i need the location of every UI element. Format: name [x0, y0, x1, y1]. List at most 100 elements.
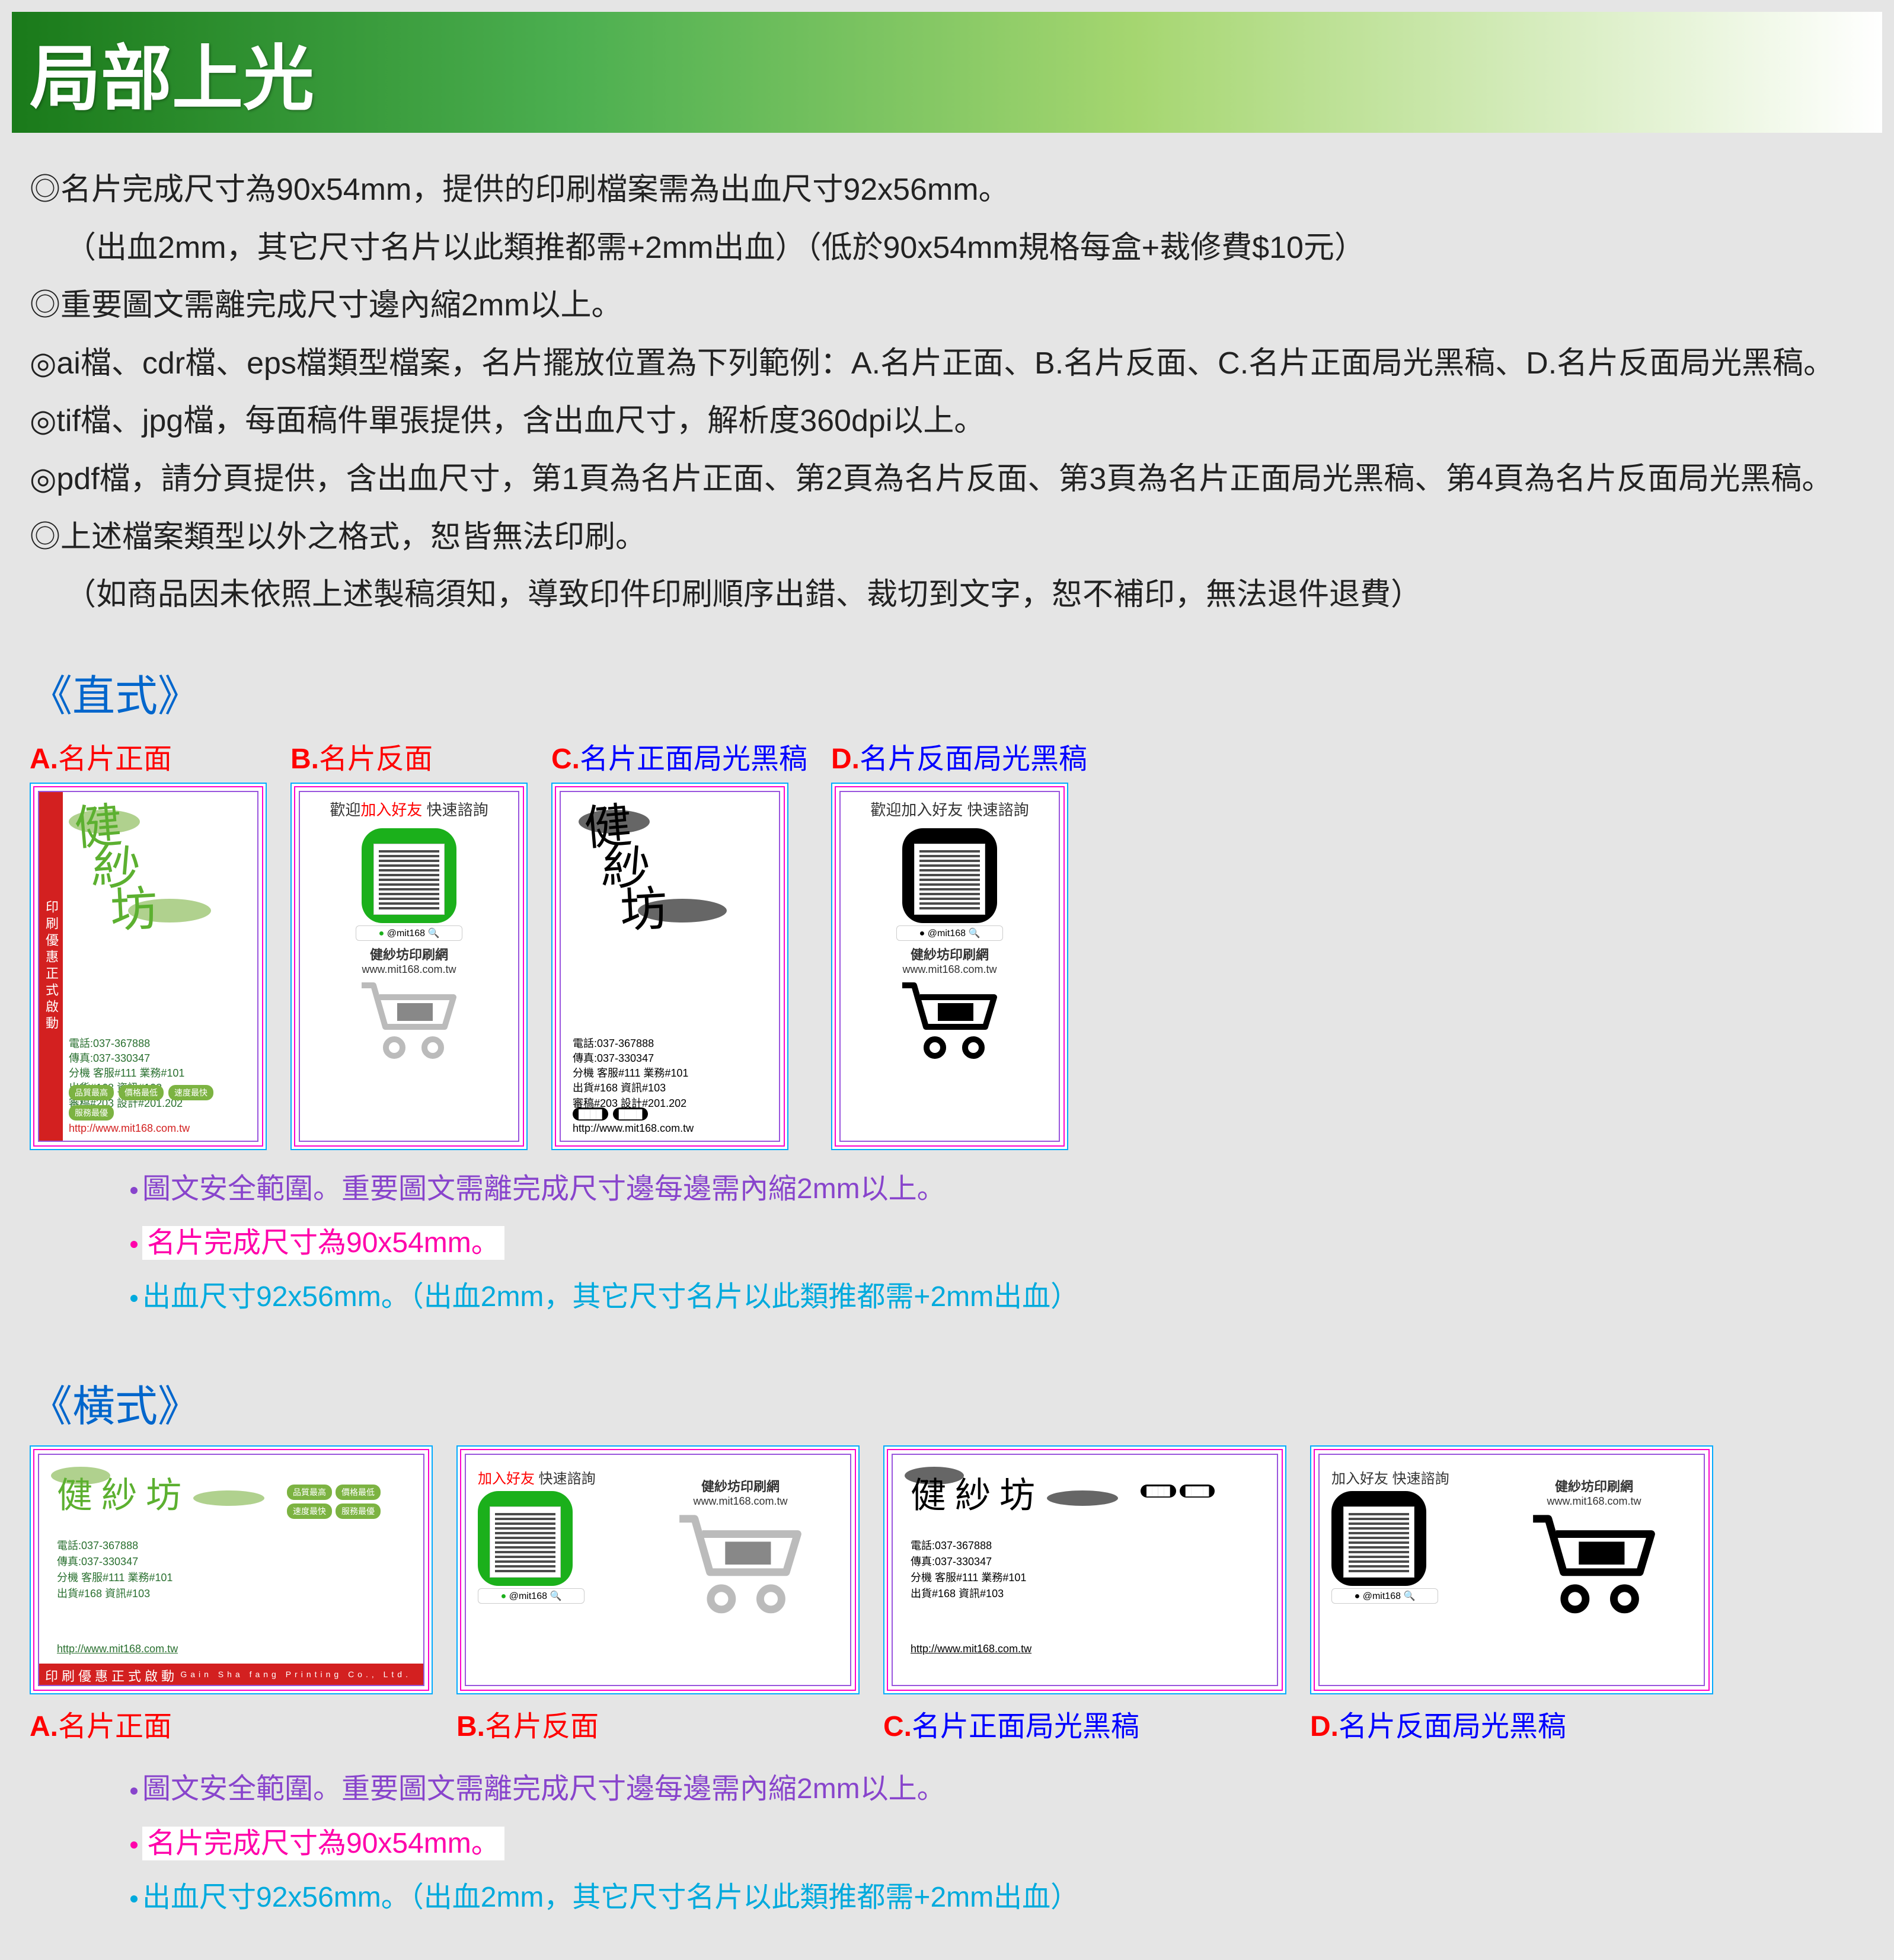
shop-url-bw: www.mit168.com.tw	[841, 963, 1059, 976]
line-qr-bubble	[362, 828, 456, 923]
back-left: 加入好友 快速諮詢 ● @mit168 🔍	[478, 1467, 632, 1606]
section-horizontal-title: 《橫式》	[30, 1371, 1864, 1434]
legend-finished: 名片完成尺寸為90x54mm。	[130, 1817, 1864, 1870]
card-c-horizontal: 健 紗 坊 ████ ████ 電話:037-367888 傳真:037-330…	[883, 1445, 1286, 1750]
legend-safe: 圖文安全範圍。重要圖文需離完成尺寸邊每邊需內縮2mm以上。	[130, 1762, 1864, 1816]
header-banner: 局部上光	[12, 12, 1882, 133]
label-text: 名片正面局光黑稿	[580, 743, 807, 775]
card-d-vertical: D.名片反面局光黑稿 歡迎加入好友 快速諮詢 ● @mit168 🔍 健紗坊印刷…	[831, 735, 1087, 1150]
info-line: ◎重要圖文需離完成尺寸邊內縮2mm以上。	[30, 278, 1864, 334]
label-letter: D.	[831, 743, 860, 775]
back-left-bw: 加入好友 快速諮詢 ● @mit168 🔍	[1331, 1467, 1486, 1606]
qr-code-icon	[914, 844, 985, 915]
cart-icon-h-bw	[1523, 1511, 1665, 1618]
line-id-tag-h-bw: ● @mit168 🔍	[1331, 1588, 1438, 1604]
legend-finished: 名片完成尺寸為90x54mm。	[130, 1216, 1864, 1270]
card-label: D.名片反面局光黑稿	[831, 735, 1087, 777]
line-id-tag: ● @mit168 🔍	[356, 925, 462, 941]
pill-row-bw: ████ ████	[573, 1107, 739, 1121]
legend-vertical: 圖文安全範圍。重要圖文需離完成尺寸邊每邊需內縮2mm以上。 名片完成尺寸為90x…	[12, 1150, 1882, 1348]
card-a-vertical: A.名片正面 印刷優惠正式啟動 健 紗 坊 電話:037-367888 傳真:0…	[30, 735, 267, 1150]
label-letter: C.	[551, 743, 580, 775]
label-text: 名片反面	[319, 743, 433, 775]
legend-horizontal: 圖文安全範圍。重要圖文需離完成尺寸邊每邊需內縮2mm以上。 名片完成尺寸為90x…	[12, 1750, 1882, 1948]
info-line: ◎tif檔、jpg檔，每面稿件單張提供，含出血尺寸，解析度360dpi以上。	[30, 394, 1864, 449]
back-right-bw: 健紗坊印刷網 www.mit168.com.tw	[1496, 1473, 1692, 1621]
horizontal-cards-row: 健 紗 坊 品質最高 價格最低 速度最快 服務最優 電話:037-367888 …	[12, 1445, 1882, 1750]
contact-info-bw: 電話:037-367888 傳真:037-330347 分機 客服#111 業務…	[573, 1036, 688, 1111]
contact-info-h-bw: 電話:037-367888 傳真:037-330347 分機 客服#111 業務…	[911, 1538, 1026, 1602]
welcome-text-bw: 歡迎加入好友 快速諮詢	[841, 792, 1059, 826]
shop-url: www.mit168.com.tw	[300, 963, 518, 976]
vertical-cards-row: A.名片正面 印刷優惠正式啟動 健 紗 坊 電話:037-367888 傳真:0…	[12, 735, 1882, 1150]
pill-row: 品質最高 價格最低 速度最快 服務最優	[69, 1085, 235, 1121]
card-back-vertical: 歡迎加入好友 快速諮詢 ● @mit168 🔍 健紗坊印刷網 www.mit16…	[290, 783, 528, 1150]
section-vertical-title: 《直式》	[30, 661, 1864, 723]
card-url-bw: http://www.mit168.com.tw	[573, 1122, 694, 1135]
qr-code-icon	[373, 844, 445, 915]
legend-bleed: 出血尺寸92x56mm。（出血2mm，其它尺寸名片以此類推都需+2mm出血）	[130, 1270, 1864, 1324]
brand-logo-bw: 健 紗 坊	[585, 804, 632, 946]
card-url: http://www.mit168.com.tw	[69, 1122, 190, 1135]
card-d-horizontal: 加入好友 快速諮詢 ● @mit168 🔍 健紗坊印刷網 www.mit168.…	[1310, 1445, 1713, 1750]
info-line: （如商品因未依照上述製稿須知，導致印件印刷順序出錯、裁切到文字，恕不補印，無法退…	[30, 567, 1864, 623]
qr-code-icon	[1343, 1506, 1414, 1578]
promo-strip-h: 印刷優惠正式啟動 Gain Sha fang Printing Co., Ltd…	[39, 1664, 423, 1685]
card-label: C.名片正面局光黑稿	[883, 1703, 1286, 1744]
line-qr-bubble-bw	[902, 828, 997, 923]
card-front-horizontal-bw: 健 紗 坊 ████ ████ 電話:037-367888 傳真:037-330…	[883, 1445, 1286, 1694]
info-block: ◎名片完成尺寸為90x54mm，提供的印刷檔案需為出血尺寸92x56mm。 （出…	[12, 151, 1882, 637]
brand-logo-h-bw: 健 紗 坊	[911, 1467, 1035, 1518]
cart-icon	[356, 979, 462, 1062]
card-label: A.名片正面	[30, 1703, 433, 1744]
label-letter: B.	[290, 743, 319, 775]
card-front-horizontal: 健 紗 坊 品質最高 價格最低 速度最快 服務最優 電話:037-367888 …	[30, 1445, 433, 1694]
card-label: C.名片正面局光黑稿	[551, 735, 807, 777]
line-qr-bubble-h	[478, 1491, 573, 1586]
shop-name: 健紗坊印刷網	[300, 944, 518, 963]
legend-safe: 圖文安全範圍。重要圖文需離完成尺寸邊每邊需內縮2mm以上。	[130, 1162, 1864, 1216]
gain-tag: Gain Sha fang Printing Co., Ltd.	[180, 1669, 411, 1679]
shop-name-bw: 健紗坊印刷網	[841, 944, 1059, 963]
card-back-vertical-bw: 歡迎加入好友 快速諮詢 ● @mit168 🔍 健紗坊印刷網 www.mit16…	[831, 783, 1068, 1150]
line-id-tag-h: ● @mit168 🔍	[478, 1588, 585, 1604]
info-line: ◎名片完成尺寸為90x54mm，提供的印刷檔案需為出血尺寸92x56mm。	[30, 162, 1864, 218]
card-front-vertical-bw: 健 紗 坊 電話:037-367888 傳真:037-330347 分機 客服#…	[551, 783, 788, 1150]
label-text: 名片反面局光黑稿	[860, 743, 1087, 775]
line-qr-bubble-h-bw	[1331, 1491, 1426, 1586]
info-line: ◎上述檔案類型以外之格式，恕皆無法印刷。	[30, 510, 1864, 566]
label-text: 名片正面	[58, 743, 172, 775]
card-front-vertical: 印刷優惠正式啟動 健 紗 坊 電話:037-367888 傳真:037-3303…	[30, 783, 267, 1150]
card-label: B.名片反面	[456, 1703, 860, 1744]
promo-strip: 印刷優惠正式啟動	[39, 792, 63, 1141]
label-letter: A.	[30, 743, 58, 775]
welcome-text: 歡迎加入好友 快速諮詢	[300, 792, 518, 826]
card-c-vertical: C.名片正面局光黑稿 健 紗 坊 電話:037-367888 傳真:037-33…	[551, 735, 807, 1150]
card-b-horizontal: 加入好友 快速諮詢 ● @mit168 🔍 健紗坊印刷網 www.mit168.…	[456, 1445, 860, 1750]
card-label: D.名片反面局光黑稿	[1310, 1703, 1713, 1744]
welcome-text-h: 加入好友 快速諮詢	[478, 1467, 632, 1487]
line-id-tag-bw: ● @mit168 🔍	[896, 925, 1003, 941]
brand-logo: 健 紗 坊	[75, 804, 122, 946]
pill-row-h-bw: ████ ████	[1141, 1485, 1259, 1498]
contact-info-h: 電話:037-367888 傳真:037-330347 分機 客服#111 業務…	[57, 1538, 173, 1602]
pill-row-h: 品質最高 價格最低 速度最快 服務最優	[287, 1485, 405, 1519]
card-url-h-bw: http://www.mit168.com.tw	[911, 1643, 1031, 1655]
info-line: （出血2mm，其它尺寸名片以此類推都需+2mm出血）（低於90x54mm規格每盒…	[30, 221, 1864, 276]
brand-logo-h: 健 紗 坊	[57, 1467, 181, 1518]
qr-code-icon	[490, 1506, 561, 1578]
card-back-horizontal-bw: 加入好友 快速諮詢 ● @mit168 🔍 健紗坊印刷網 www.mit168.…	[1310, 1445, 1713, 1694]
legend-bleed: 出血尺寸92x56mm。（出血2mm，其它尺寸名片以此類推都需+2mm出血）	[130, 1870, 1864, 1924]
page-title: 局部上光	[30, 21, 1864, 124]
card-a-horizontal: 健 紗 坊 品質最高 價格最低 速度最快 服務最優 電話:037-367888 …	[30, 1445, 433, 1750]
card-label: A.名片正面	[30, 735, 267, 777]
cart-icon-h	[669, 1511, 812, 1618]
info-line: ◎pdf檔，請分頁提供，含出血尺寸，第1頁為名片正面、第2頁為名片反面、第3頁為…	[30, 452, 1864, 507]
welcome-text-h-bw: 加入好友 快速諮詢	[1331, 1467, 1486, 1487]
info-line: ◎ai檔、cdr檔、eps檔類型檔案，名片擺放位置為下列範例：A.名片正面、B.…	[30, 336, 1864, 392]
back-right: 健紗坊印刷網 www.mit168.com.tw	[643, 1473, 838, 1621]
card-label: B.名片反面	[290, 735, 528, 777]
card-back-horizontal: 加入好友 快速諮詢 ● @mit168 🔍 健紗坊印刷網 www.mit168.…	[456, 1445, 860, 1694]
cart-icon-bw	[896, 979, 1003, 1062]
card-url-h: http://www.mit168.com.tw	[57, 1643, 178, 1655]
